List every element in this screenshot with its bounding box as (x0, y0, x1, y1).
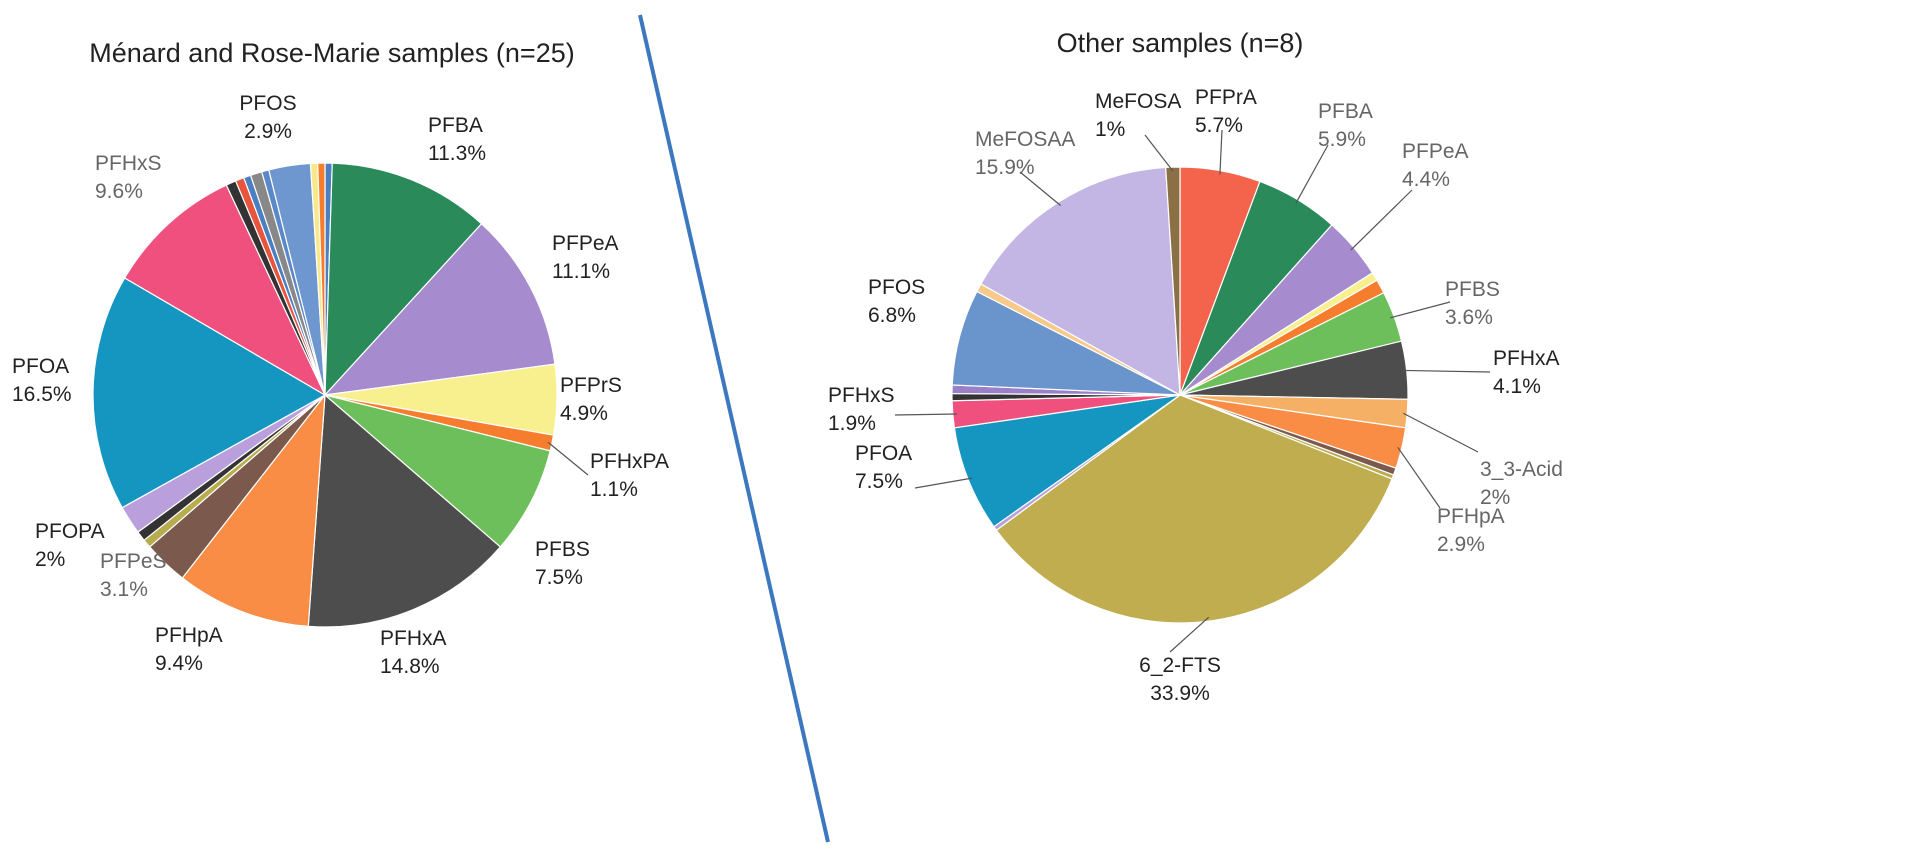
slice-value-label: 5.7% (1195, 114, 1243, 137)
pie-slice (980, 166, 1181, 397)
slice-label: PFBS (1445, 278, 1500, 301)
pie-slice (324, 394, 551, 548)
chart-title: Ménard and Rose-Marie samples (n=25) (89, 38, 574, 68)
slice-value-label: 1% (1095, 118, 1125, 141)
slice-value-label: 2.9% (1437, 533, 1485, 556)
slice-label: PFPeA (552, 232, 619, 255)
leader-line (1402, 369, 1491, 373)
slice-value-label: 4.9% (560, 402, 608, 425)
slice-label: PFHxPA (590, 450, 669, 473)
leader-line (914, 477, 973, 489)
pie-slice (324, 162, 483, 397)
pie-slice (317, 162, 326, 396)
slice-label: PFHpA (155, 624, 223, 647)
slice-label: PFOA (12, 355, 69, 378)
slice-label: 3_3-Acid (1480, 458, 1563, 481)
slice-label: PFHxS (95, 152, 162, 175)
slice-value-label: 33.9% (1150, 682, 1210, 705)
slice-label: PFPeS (100, 550, 167, 573)
slice-label: MeFOSA (1095, 90, 1181, 113)
leader-line (1397, 446, 1441, 509)
leader-line (1390, 301, 1451, 319)
slice-value-label: 14.8% (380, 655, 440, 678)
slice-value-label: 2% (1480, 486, 1510, 509)
slice-label: PFPrS (560, 374, 622, 397)
leader-line (894, 413, 957, 416)
leader-line (1144, 134, 1174, 172)
pie-slice (323, 222, 556, 396)
pie-slice (1165, 166, 1181, 396)
slice-value-label: 3.1% (100, 578, 148, 601)
slice-value-label: 4.4% (1402, 168, 1450, 191)
slice-value-label: 7.5% (855, 470, 903, 493)
slice-label: PFBS (535, 538, 590, 561)
slice-label: PFHxS (828, 384, 895, 407)
chart-title: Other samples (n=8) (1057, 28, 1304, 58)
slice-value-label: 2.9% (244, 120, 292, 143)
slice-label: PFHpA (1437, 505, 1505, 528)
leader-line (1350, 189, 1413, 251)
slice-label: PFPrA (1195, 86, 1257, 109)
slice-label: 6_2-FTS (1139, 654, 1221, 677)
slice-label: MeFOSAA (975, 128, 1075, 151)
slice-value-label: 7.5% (535, 566, 583, 589)
slice-value-label: 3.6% (1445, 306, 1493, 329)
pie-slice (181, 393, 326, 628)
slice-value-label: 9.4% (155, 652, 203, 675)
pie-slice (995, 394, 1393, 624)
pie-slice (953, 394, 1181, 528)
slice-label: PFOA (855, 442, 912, 465)
leader-line (1219, 129, 1223, 175)
leader-line (547, 441, 589, 476)
slice-label: PFOPA (35, 520, 105, 543)
leader-line (1295, 144, 1329, 204)
slice-label: PFHxA (1493, 347, 1560, 370)
leader-line (1169, 616, 1210, 653)
slice-value-label: 4.1% (1493, 375, 1541, 398)
slice-value-label: 11.3% (428, 142, 486, 165)
slice-value-label: 2% (35, 548, 65, 571)
slice-label: PFOS (868, 276, 925, 299)
slice-value-label: 15.9% (975, 156, 1035, 179)
divider (638, 14, 830, 843)
slice-label: PFBA (428, 114, 483, 137)
leader-line (1019, 171, 1061, 206)
slice-label: PFOS (239, 92, 296, 115)
slice-value-label: 11.1% (552, 260, 610, 283)
slice-value-label: 6.8% (868, 304, 916, 327)
slice-value-label: 9.6% (95, 180, 143, 203)
pie-slice (123, 184, 327, 397)
leader-line (1402, 412, 1479, 453)
slice-value-label: 5.9% (1318, 128, 1366, 151)
slice-label: PFHxA (380, 627, 447, 650)
pie-slice (307, 393, 502, 628)
slice-value-label: 16.5% (12, 383, 72, 406)
pie-slice (92, 277, 327, 509)
slice-label: PFBA (1318, 100, 1373, 123)
slice-value-label: 1.9% (828, 412, 876, 435)
slice-label: PFPeA (1402, 140, 1469, 163)
slice-value-label: 1.1% (590, 478, 638, 501)
